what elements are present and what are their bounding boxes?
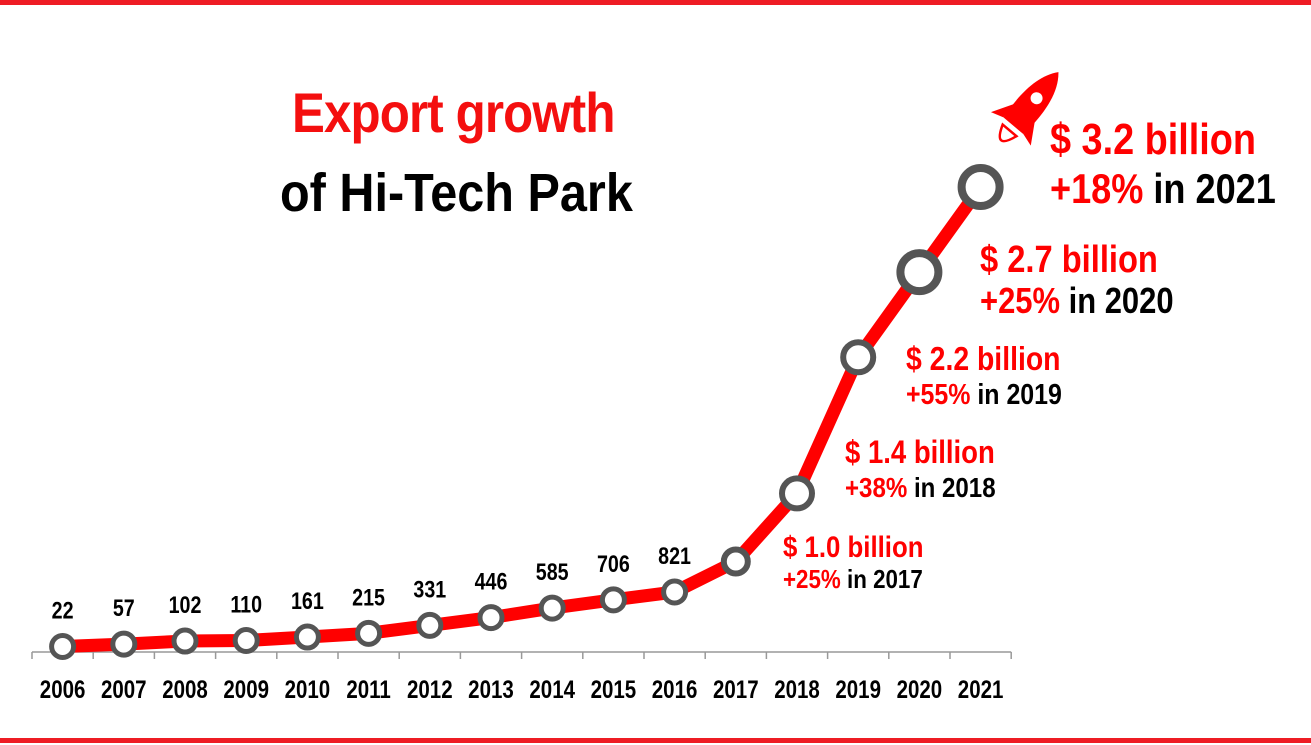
data-label: 585 [536, 558, 569, 585]
annotation-amount: $ 2.7 billion [980, 238, 1158, 281]
data-point-marker [355, 619, 383, 647]
x-tick-label: 2006 [40, 675, 86, 703]
x-tick-label: 2010 [285, 675, 331, 703]
x-tick-label: 2009 [223, 675, 269, 703]
data-point-marker [171, 627, 199, 655]
annotation-growth-percent: +18% [1050, 167, 1143, 213]
annotation-period: in 2017 [841, 565, 923, 594]
annotation-growth: +25% in 2020 [980, 282, 1174, 322]
annotation-period: in 2020 [1060, 282, 1174, 322]
data-point-marker [661, 578, 689, 606]
top-border [0, 0, 1311, 5]
chart-subtitle: of Hi-Tech Park [280, 163, 633, 223]
x-tick-label: 2020 [897, 675, 943, 703]
bottom-border [0, 738, 1311, 743]
annotation-growth: +18% in 2021 [1050, 167, 1276, 213]
rocket-flame [998, 122, 1019, 143]
annotation-growth: +55% in 2019 [906, 378, 1062, 410]
x-tick-label: 2019 [835, 675, 881, 703]
x-tick-label: 2007 [101, 675, 147, 703]
x-tick-label: 2015 [591, 675, 637, 703]
data-point-marker [477, 604, 505, 632]
data-label: 821 [658, 542, 691, 569]
annotation-amount: $ 1.4 billion [845, 435, 995, 470]
annotation-growth: +38% in 2018 [845, 471, 996, 503]
data-label: 331 [413, 576, 446, 603]
data-label: 161 [291, 587, 324, 614]
data-point-marker [538, 594, 566, 622]
annotation-growth-percent: +25% [980, 282, 1060, 322]
data-point-marker [957, 164, 1004, 210]
billion-annotation: $ 3.2 billion+18% in 2021 [1050, 114, 1276, 212]
rocket-body [1003, 72, 1059, 135]
data-label: 706 [597, 550, 630, 577]
x-tick-label: 2021 [958, 675, 1004, 703]
x-tick-label: 2013 [468, 675, 514, 703]
x-tick-label: 2008 [162, 675, 208, 703]
x-tick-label: 2016 [652, 675, 698, 703]
data-point-marker [896, 249, 943, 296]
data-label: 102 [169, 591, 202, 618]
annotation-amount: $ 2.2 billion [906, 340, 1060, 378]
billion-annotation: $ 2.2 billion+55% in 2019 [906, 340, 1062, 410]
x-tick-label: 2018 [774, 675, 820, 703]
data-label: 22 [52, 597, 74, 624]
data-point-marker [49, 632, 77, 660]
data-point-marker [232, 626, 260, 654]
data-label: 215 [352, 583, 385, 610]
data-point-marker [840, 339, 877, 376]
x-tick-label: 2011 [346, 675, 391, 703]
chart-title: Export growth [292, 81, 615, 144]
annotation-growth-percent: +25% [783, 565, 841, 594]
data-point-marker [599, 586, 627, 614]
billion-annotation: $ 1.4 billion+38% in 2018 [845, 435, 996, 503]
data-point-marker [110, 630, 138, 658]
annotation-amount: $ 3.2 billion [1050, 114, 1256, 163]
rocket-window [1030, 92, 1043, 105]
data-point-marker [416, 611, 444, 639]
series-line [56, 180, 988, 653]
billion-annotation: $ 1.0 billion+25% in 2017 [783, 530, 923, 594]
billion-annotation: $ 2.7 billion+25% in 2020 [980, 238, 1174, 322]
data-point-marker [293, 623, 321, 651]
data-label: 446 [475, 568, 508, 595]
data-label: 110 [230, 591, 262, 618]
annotation-period: in 2021 [1143, 167, 1275, 213]
annotation-growth-percent: +55% [906, 378, 970, 410]
rocket-fin-left [990, 103, 1016, 118]
annotation-amount: $ 1.0 billion [783, 530, 923, 563]
rocket-icon [990, 72, 1059, 146]
annotation-period: in 2019 [970, 378, 1061, 410]
data-point-marker [720, 546, 751, 577]
x-tick-label: 2017 [713, 675, 759, 703]
data-point-marker [779, 475, 815, 512]
x-tick-label: 2014 [529, 675, 575, 703]
annotation-growth: +25% in 2017 [783, 565, 923, 594]
data-label: 57 [113, 594, 135, 621]
rocket-fin-right [1023, 120, 1035, 146]
annotation-period: in 2018 [907, 471, 995, 503]
annotation-growth-percent: +38% [845, 471, 907, 503]
x-tick-label: 2012 [407, 675, 453, 703]
